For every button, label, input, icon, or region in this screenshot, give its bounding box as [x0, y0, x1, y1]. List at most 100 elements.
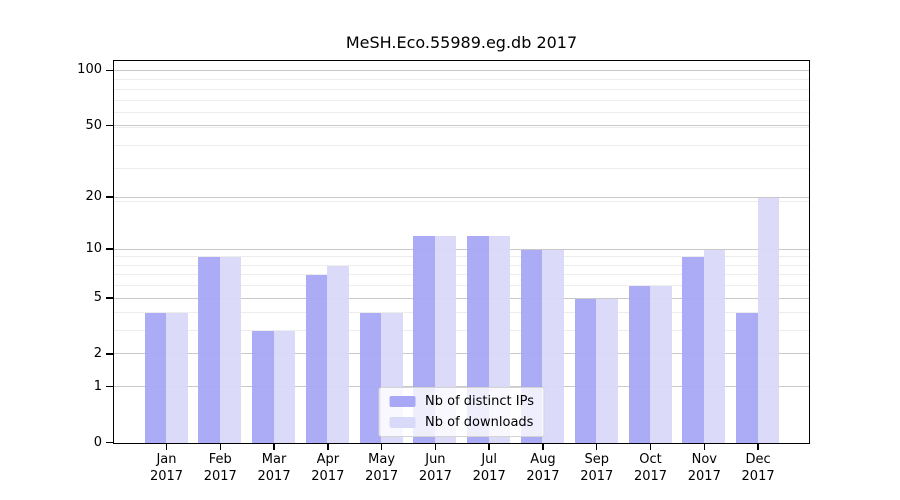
legend-swatch-distinct-ips	[389, 396, 416, 407]
x-tick-label: Apr 2017	[296, 451, 360, 485]
legend: Nb of distinct IPs Nb of downloads	[378, 387, 545, 437]
y-tick-mark	[105, 69, 113, 72]
x-tick-label: Jan 2017	[135, 451, 199, 485]
bar-jan-distinct-ips	[144, 313, 166, 443]
x-tick-label-year: 2017	[311, 469, 345, 484]
x-tick-mark	[273, 444, 275, 450]
y-gridline-minor	[114, 330, 809, 332]
y-gridline-minor	[114, 256, 809, 258]
y-tick-label: 20	[85, 189, 102, 205]
plot-area: Nb of distinct IPs Nb of downloads	[113, 60, 810, 444]
x-tick-mark	[703, 444, 706, 450]
x-tick-mark	[165, 444, 168, 450]
bar-sep-downloads	[596, 298, 618, 443]
y-gridline-minor	[114, 312, 809, 314]
x-tick-label-year: 2017	[526, 469, 560, 484]
x-tick-mark	[542, 444, 544, 450]
y-tick-label: 0	[93, 434, 102, 450]
x-tick-label: Mar 2017	[242, 451, 306, 485]
x-tick-label: Aug 2017	[511, 451, 575, 485]
y-tick-label: 100	[77, 62, 102, 78]
x-tick-mark	[757, 444, 759, 450]
bar-aug-downloads	[542, 249, 564, 443]
x-tick-mark	[380, 444, 383, 450]
x-tick-mark	[219, 444, 222, 450]
x-tick-label-year: 2017	[203, 469, 237, 484]
legend-label-distinct-ips: Nb of distinct IPs	[425, 394, 534, 409]
x-tick-label-year: 2017	[472, 469, 506, 484]
x-tick-label-year: 2017	[365, 469, 399, 484]
bar-apr-distinct-ips	[305, 275, 328, 443]
x-tick-label-year: 2017	[418, 469, 452, 484]
y-gridline-major	[114, 386, 809, 388]
y-gridline-major	[114, 353, 809, 355]
y-gridline-minor	[114, 285, 809, 287]
y-tick-mark	[105, 297, 113, 299]
y-gridline-minor	[114, 126, 809, 128]
y-tick-mark	[105, 353, 113, 355]
x-tick-label: Sep 2017	[565, 451, 629, 485]
y-gridline-minor	[114, 274, 809, 276]
y-gridline-minor	[114, 200, 809, 202]
y-tick-label: 10	[85, 241, 102, 257]
y-tick-mark	[105, 196, 113, 198]
y-gridline-minor	[114, 144, 809, 146]
x-tick-label: May 2017	[350, 451, 414, 485]
chart-title: MeSH.Eco.55989.eg.db 2017	[345, 33, 578, 52]
x-tick-label-year: 2017	[741, 469, 775, 484]
bar-mar-downloads	[273, 331, 296, 443]
y-gridline-minor	[114, 264, 809, 266]
y-tick-mark	[105, 441, 113, 444]
x-tick-mark	[595, 444, 598, 450]
x-tick-label: Jun 2017	[403, 451, 467, 485]
y-gridline-major	[114, 196, 809, 198]
legend-row-downloads: Nb of downloads	[389, 414, 534, 431]
bar-apr-downloads	[327, 265, 349, 443]
bar-feb-downloads	[219, 257, 242, 443]
y-gridline-major	[114, 297, 809, 299]
y-tick-label: 2	[93, 345, 102, 361]
x-tick-label-year: 2017	[149, 469, 184, 484]
x-tick-label: Jul 2017	[457, 451, 521, 485]
bar-nov-distinct-ips	[682, 257, 704, 443]
x-tick-label-year: 2017	[257, 469, 291, 484]
bar-may-distinct-ips	[359, 313, 382, 443]
bar-feb-distinct-ips	[198, 257, 220, 443]
y-gridline-minor	[114, 167, 809, 169]
y-gridline-minor	[114, 79, 809, 81]
x-tick-label: Oct 2017	[619, 451, 683, 485]
y-tick-mark	[105, 385, 113, 388]
bar-mar-distinct-ips	[252, 331, 274, 443]
legend-label-downloads: Nb of downloads	[425, 415, 534, 430]
x-tick-label: Dec 2017	[726, 451, 790, 485]
y-tick-mark	[105, 248, 113, 250]
bar-dec-distinct-ips	[736, 313, 758, 443]
bar-nov-downloads	[703, 249, 726, 443]
y-tick-label: 5	[93, 290, 102, 306]
x-tick-label-year: 2017	[687, 469, 721, 484]
bar-jan-downloads	[166, 313, 188, 443]
x-tick-label: Feb 2017	[188, 451, 252, 485]
bar-oct-distinct-ips	[628, 286, 651, 443]
y-tick-mark	[105, 124, 113, 127]
x-tick-mark	[488, 444, 490, 450]
y-gridline-minor	[114, 99, 809, 101]
x-tick-mark	[649, 444, 652, 450]
bar-sep-distinct-ips	[574, 298, 597, 443]
y-tick-label: 1	[93, 378, 102, 394]
legend-swatch-downloads	[389, 417, 416, 428]
x-tick-label-year: 2017	[580, 469, 614, 484]
bar-oct-downloads	[650, 286, 672, 443]
y-gridline-major	[114, 248, 809, 250]
legend-row-distinct-ips: Nb of distinct IPs	[389, 393, 534, 410]
x-tick-label-year: 2017	[633, 469, 668, 484]
y-gridline-major	[114, 125, 809, 127]
y-tick-label: 50	[85, 117, 102, 133]
x-tick-mark	[434, 444, 437, 450]
x-tick-label: Nov 2017	[672, 451, 736, 485]
x-tick-mark	[327, 444, 329, 450]
y-gridline-minor	[114, 88, 809, 90]
y-gridline-major	[114, 69, 809, 71]
y-gridline-minor	[114, 111, 809, 113]
